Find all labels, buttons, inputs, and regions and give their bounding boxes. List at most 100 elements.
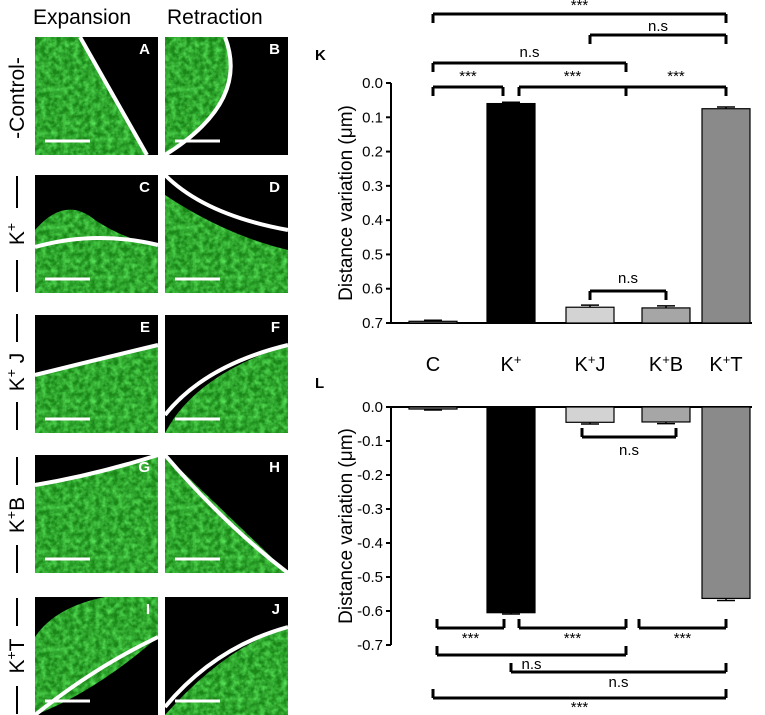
significance-label: *** xyxy=(459,68,477,85)
membrane-line xyxy=(34,236,159,249)
panel-letter-k: K xyxy=(315,47,326,64)
significance-label: *** xyxy=(674,630,692,647)
significance-bracket: n.s xyxy=(431,44,628,72)
svg-text:K+: K+ xyxy=(3,223,29,245)
significance-label: *** xyxy=(564,68,582,85)
panel-letter-d: D xyxy=(269,179,280,196)
significance-label: n.s xyxy=(521,656,541,673)
micrograph-panel-e: E xyxy=(34,315,159,433)
bar-kplus xyxy=(486,406,536,614)
y-tick-label: 0.3 xyxy=(362,178,383,195)
panel-letter-e: E xyxy=(140,319,150,336)
svg-text:-Control-: -Control- xyxy=(6,57,29,139)
bar-kplus xyxy=(486,102,536,324)
y-tick-label: 0.1 xyxy=(362,109,383,126)
significance-bracket: *** xyxy=(637,619,728,647)
significance-bracket: *** xyxy=(624,68,728,96)
significance-bracket: *** xyxy=(431,0,728,23)
significance-label: *** xyxy=(667,68,685,85)
panel-letter-i: I xyxy=(146,601,150,618)
y-tick-label: 0.7 xyxy=(362,315,383,332)
membrane-line xyxy=(34,343,159,377)
bar-kplusj xyxy=(565,306,615,324)
bar-kplusb xyxy=(641,406,691,423)
bar-kplusb xyxy=(641,307,691,324)
svg-text:K+ J: K+ J xyxy=(3,353,29,392)
membrane-line xyxy=(163,36,233,157)
significance-label: n.s xyxy=(618,270,638,287)
y-axis-label: Distance variation (μm) xyxy=(336,428,357,624)
significance-label: n.s xyxy=(619,442,639,459)
significance-label: n.s xyxy=(608,674,628,691)
y-tick-label: 0.2 xyxy=(362,144,383,161)
row-label-control: -Control- xyxy=(6,57,29,139)
significance-label: *** xyxy=(462,630,480,647)
membrane-line xyxy=(33,635,159,715)
membrane-line xyxy=(78,36,149,156)
chart-l: L 0.0 -0.1 -0.2 -0.3 -0.4 -0.5 -0.6 -0.7Distance… xyxy=(315,375,752,715)
membrane-line xyxy=(34,453,159,487)
significance-bracket: n.s xyxy=(435,646,628,673)
micrograph-panel-a: A xyxy=(35,36,158,156)
micrograph-grid: A B C D E F G H I J xyxy=(33,36,290,715)
y-tick-label: -0.3 xyxy=(357,501,383,518)
membrane-line xyxy=(163,453,290,575)
micrograph-panel-i: I xyxy=(33,597,159,715)
panel-letter-j: J xyxy=(272,601,280,618)
svg-text:K+T: K+T xyxy=(3,638,29,673)
membrane-line xyxy=(163,343,289,417)
significance-bracket: *** xyxy=(435,619,506,647)
significance-bracket: n.s xyxy=(588,270,668,300)
panel-letter-g: G xyxy=(138,459,150,476)
micrograph-panel-b: B xyxy=(163,36,288,157)
y-tick-label: -0.6 xyxy=(357,603,383,620)
significance-bracket: *** xyxy=(431,689,728,715)
x-tick-label: C xyxy=(426,354,440,376)
bar-c xyxy=(408,320,458,324)
y-tick-label: -0.5 xyxy=(357,569,383,586)
bar-kplusj xyxy=(565,406,615,423)
significance-bracket: *** xyxy=(431,68,505,96)
significance-bracket: n.s xyxy=(580,428,678,459)
panel-letter-a: A xyxy=(139,41,150,58)
header-expansion: Expansion xyxy=(33,6,131,29)
micrograph-panel-f: F xyxy=(163,315,289,433)
bar-c xyxy=(408,406,458,410)
bar-kplust xyxy=(701,406,751,600)
y-tick-label: 0.5 xyxy=(362,246,383,263)
row-label-kb: K+B xyxy=(3,457,29,573)
y-tick-label: -0.7 xyxy=(357,637,383,654)
significance-bracket: *** xyxy=(517,619,628,647)
row-label-kj: K+ J xyxy=(3,314,29,430)
y-tick-label: -0.4 xyxy=(357,535,383,552)
significance-label: n.s xyxy=(648,18,668,35)
micrograph-panel-j: J xyxy=(163,597,289,715)
y-tick-label: 0.0 xyxy=(362,75,383,92)
significance-bracket: n.s xyxy=(509,663,728,691)
significance-bracket: *** xyxy=(517,68,628,96)
y-tick-label: 0.0 xyxy=(362,399,383,416)
header-retraction: Retraction xyxy=(167,6,263,29)
significance-bracket: n.s xyxy=(588,18,728,44)
svg-text:K+B: K+B xyxy=(3,497,29,533)
x-tick-label: K+B xyxy=(649,352,683,377)
y-tick-label: -0.2 xyxy=(357,467,383,484)
membrane-line xyxy=(163,173,289,232)
micrograph-panel-d: D xyxy=(163,173,289,293)
x-tick-label: K+T xyxy=(709,352,742,377)
significance-label: n.s xyxy=(519,44,539,61)
y-tick-label: 0.4 xyxy=(362,212,383,229)
y-tick-label: 0.6 xyxy=(362,281,383,298)
significance-label: *** xyxy=(564,630,582,647)
significance-label: *** xyxy=(571,699,589,715)
y-tick-label: -0.1 xyxy=(357,433,383,450)
significance-label: *** xyxy=(571,0,589,14)
chart-k: K 0.0 0.1 0.2 0.3 0.4 0.5 0.6 0.7 Distance variat… xyxy=(315,0,752,376)
row-label-kt: K+T xyxy=(3,598,29,714)
panel-letter-c: C xyxy=(139,179,150,196)
bar-kplust xyxy=(701,108,751,324)
micrograph-panel-h: H xyxy=(163,453,290,575)
micrograph-panel-g: G xyxy=(34,453,159,573)
panel-letter-l: L xyxy=(315,375,324,392)
